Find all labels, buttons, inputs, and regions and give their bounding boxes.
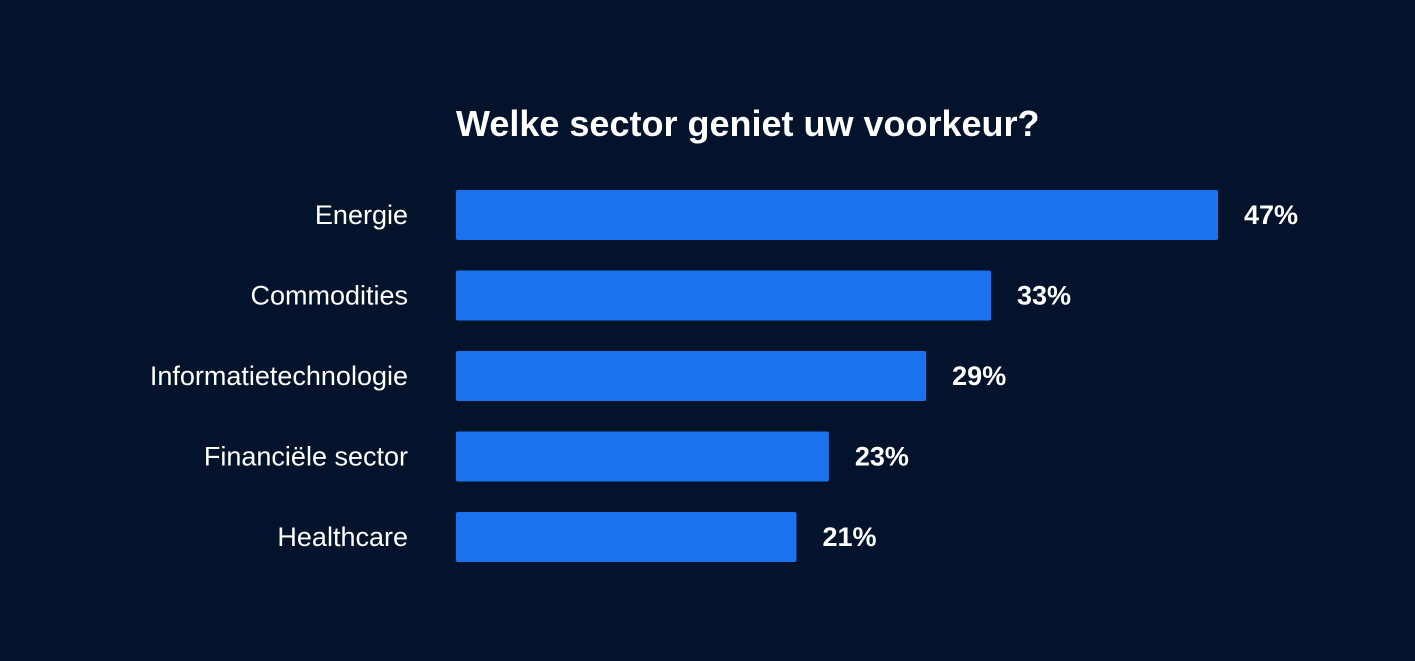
bar bbox=[456, 190, 1218, 240]
value-label: 23% bbox=[855, 442, 909, 472]
bar bbox=[456, 351, 927, 401]
bar bbox=[456, 270, 992, 321]
category-label: Healthcare bbox=[277, 522, 408, 552]
value-label: 21% bbox=[822, 522, 876, 552]
bar bbox=[456, 431, 829, 482]
category-label: Financiële sector bbox=[204, 442, 408, 472]
category-label: Energie bbox=[315, 200, 408, 230]
category-label: Informatietechnologie bbox=[150, 361, 408, 391]
value-label: 29% bbox=[952, 361, 1006, 391]
bar bbox=[456, 512, 797, 562]
category-label: Commodities bbox=[250, 281, 408, 311]
value-label: 47% bbox=[1244, 200, 1298, 230]
value-label: 33% bbox=[1017, 281, 1071, 311]
chart-title: Welke sector geniet uw voorkeur? bbox=[456, 103, 1040, 144]
bar-group: Energie 47% Commodities 33% Informatietechno… bbox=[150, 190, 1298, 562]
